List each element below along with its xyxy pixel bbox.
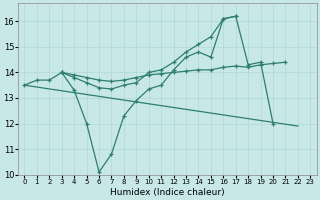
X-axis label: Humidex (Indice chaleur): Humidex (Indice chaleur): [110, 188, 225, 197]
